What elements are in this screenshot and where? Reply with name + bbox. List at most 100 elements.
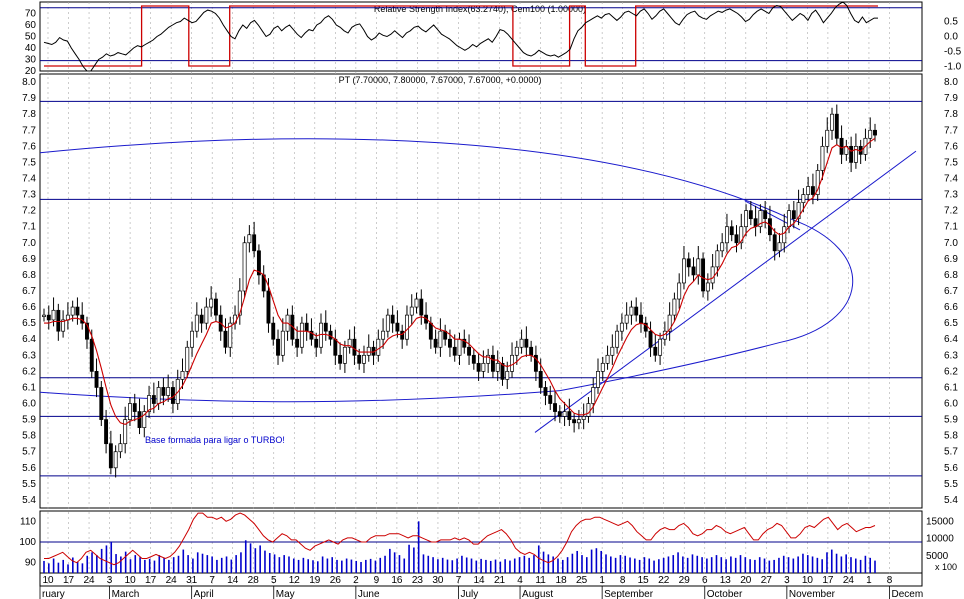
candle-body	[94, 371, 99, 388]
x-day-label: 8	[887, 575, 893, 586]
candle-body	[600, 362, 605, 372]
candle-body	[830, 113, 834, 131]
candle-body	[400, 330, 405, 340]
candle-body	[672, 298, 677, 316]
panel-frames	[39, 1, 923, 587]
candle-body	[476, 362, 481, 372]
price-left-tick: 6.2	[22, 366, 36, 377]
candle-body	[529, 346, 534, 356]
candle-body	[471, 354, 476, 364]
moving-average-line	[44, 137, 876, 426]
candle-body	[658, 338, 663, 356]
x-month-label: June	[358, 589, 380, 599]
x-month-label: August	[522, 589, 553, 599]
candle-body	[433, 338, 438, 348]
candle-body	[428, 322, 433, 340]
x-day-label: 21	[494, 575, 506, 586]
x-day-label: 15	[638, 575, 650, 586]
candle-body	[791, 210, 796, 220]
x-day-label: 6	[702, 575, 708, 586]
arc-right	[559, 218, 854, 392]
x-day-label: 10	[802, 575, 814, 586]
price-left-tick: 6.6	[22, 302, 36, 313]
price-left-tick: 7.4	[22, 173, 36, 184]
candle-body	[782, 226, 787, 244]
x-month-label: ruary	[42, 589, 65, 599]
candle-body	[180, 371, 185, 380]
candle-body	[457, 338, 462, 356]
price-right-tick: 5.4	[944, 495, 958, 506]
price-right-tick: 6.9	[944, 254, 958, 265]
candle-body	[42, 314, 46, 317]
arc-upper	[39, 138, 791, 220]
candle-body	[682, 258, 686, 284]
price-left-tick: 7.5	[22, 157, 36, 168]
x-day-label: 2	[353, 575, 359, 586]
candle-body	[405, 314, 409, 340]
candle-body	[653, 346, 658, 356]
price-right-tick: 7.0	[944, 238, 958, 249]
candle-body	[839, 137, 844, 155]
candle-body	[252, 234, 257, 252]
candle-body	[849, 145, 854, 163]
candle-body	[724, 226, 729, 244]
price-bars	[42, 104, 877, 478]
candle-body	[376, 338, 381, 356]
price-panel: PT (7.70000, 7.80000, 7.67000, 7.67000, …	[22, 75, 958, 506]
candle-body	[51, 309, 56, 321]
price-left-tick: 5.6	[22, 463, 36, 474]
x-month-label: Decem	[891, 589, 923, 599]
candle-body	[481, 362, 486, 372]
x-day-label: 17	[145, 575, 157, 586]
candle-body	[342, 346, 347, 364]
vertical-gridlines	[47, 2, 890, 586]
price-left-tick: 5.9	[22, 415, 36, 426]
x-day-label: 18	[556, 575, 568, 586]
candle-body	[820, 145, 825, 171]
rsi-left-tick: 50	[25, 32, 37, 43]
candle-body	[533, 354, 538, 372]
rsi-panel: Relative Strength Index(63.2740), Cem100…	[25, 1, 962, 77]
x-day-label: 7	[456, 575, 462, 586]
candle-body	[758, 210, 763, 228]
price-left-tick: 6.0	[22, 399, 36, 410]
candle-body	[104, 419, 109, 445]
candle-body	[304, 322, 309, 332]
candle-body	[190, 330, 195, 348]
candle-body	[247, 234, 252, 244]
price-right-tick: 6.0	[944, 399, 958, 410]
candle-body	[505, 371, 510, 380]
candle-body	[213, 298, 218, 316]
price-title: PT (7.70000, 7.80000, 7.67000, 7.67000, …	[339, 75, 542, 85]
candle-body	[467, 346, 472, 356]
x-day-label: 19	[309, 575, 321, 586]
price-left-tick: 6.9	[22, 254, 36, 265]
price-left-tick: 7.8	[22, 109, 36, 120]
candle-body	[615, 330, 620, 348]
candle-body	[490, 354, 495, 372]
x-day-label: 27	[761, 575, 773, 586]
price-right-tick: 6.3	[944, 350, 958, 361]
price-right-tick: 5.7	[944, 447, 958, 458]
price-right-tick: 6.7	[944, 286, 958, 297]
candle-body	[853, 145, 858, 163]
x-month-label: July	[460, 589, 478, 599]
price-right-tick: 7.1	[944, 222, 958, 233]
x-day-label: 10	[125, 575, 137, 586]
x-day-label: 4	[517, 575, 523, 586]
candle-body	[763, 210, 768, 220]
price-left-tick: 6.5	[22, 318, 36, 329]
candle-body	[610, 346, 615, 356]
x-month-label: May	[276, 589, 295, 599]
x-day-label: 26	[330, 575, 342, 586]
candle-body	[519, 338, 524, 348]
price-hlines	[40, 100, 922, 477]
candle-body	[686, 258, 691, 268]
candle-body	[414, 298, 419, 308]
price-left-tick: 6.1	[22, 382, 36, 393]
candle-body	[586, 403, 591, 417]
x-day-label: 10	[42, 575, 54, 586]
price-right-tick: 7.2	[944, 206, 958, 217]
price-left-tick: 8.0	[22, 77, 36, 88]
